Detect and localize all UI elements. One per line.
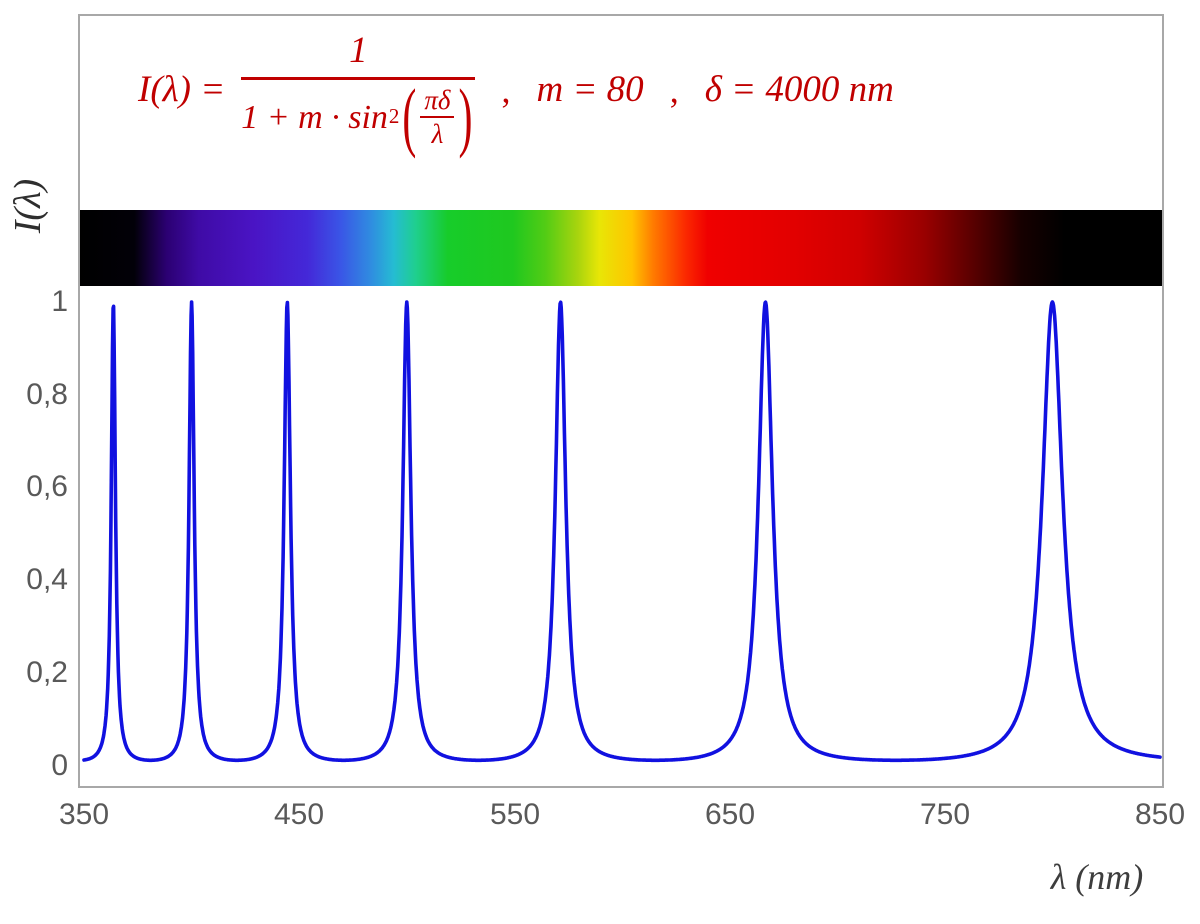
plot-area: I(λ) = 1 1 + m · sin 2 ( πδ λ ) , m = 80 … — [78, 14, 1164, 788]
formula-denominator: 1 + m · sin 2 ( πδ λ ) — [241, 77, 475, 159]
visible-spectrum-bar — [80, 210, 1162, 286]
formula-lhs: I(λ) = — [138, 69, 226, 111]
y-tick-label: 0,8 — [26, 378, 68, 411]
y-tick-label: 1 — [51, 285, 68, 318]
formula-fraction: 1 1 + m · sin 2 ( πδ λ ) — [241, 30, 476, 159]
transmission-formula: I(λ) = 1 1 + m · sin 2 ( πδ λ ) , m = 80 … — [138, 30, 894, 159]
formula-separator: , — [669, 69, 679, 110]
denominator-text: 1 + m · sin — [241, 98, 388, 136]
fraction-bar — [241, 76, 476, 80]
intensity-curve-svg — [82, 300, 1162, 763]
y-tick-label: 0,2 — [26, 656, 68, 689]
inner-denominator: λ — [431, 119, 444, 150]
close-paren: ) — [458, 75, 473, 161]
x-tick-label: 350 — [58, 798, 110, 831]
y-tick-label: 0,4 — [26, 563, 68, 596]
x-axis-label: λ (nm) — [1050, 857, 1144, 897]
x-tick-label: 850 — [1134, 798, 1186, 831]
open-paren: ( — [402, 75, 417, 161]
sin-exponent: 2 — [388, 103, 400, 128]
x-tick-label: 650 — [704, 798, 756, 831]
x-tick-label: 750 — [919, 798, 971, 831]
delta-parameter: δ = 4000 nm — [704, 69, 894, 111]
inner-fraction-bar — [420, 116, 455, 119]
y-axis-label: I(λ) — [7, 178, 49, 234]
inner-numerator: πδ — [424, 84, 451, 115]
inner-fraction: πδ λ — [420, 84, 455, 150]
formula-numerator: 1 — [349, 30, 368, 71]
x-tick-label: 450 — [273, 798, 325, 831]
m-parameter: m = 80 — [536, 69, 644, 111]
y-tick-label: 0,6 — [26, 470, 68, 503]
x-tick-label: 550 — [489, 798, 541, 831]
y-tick-label: 0 — [51, 749, 68, 782]
formula-separator: , — [501, 69, 511, 110]
intensity-curve — [82, 300, 1162, 763]
